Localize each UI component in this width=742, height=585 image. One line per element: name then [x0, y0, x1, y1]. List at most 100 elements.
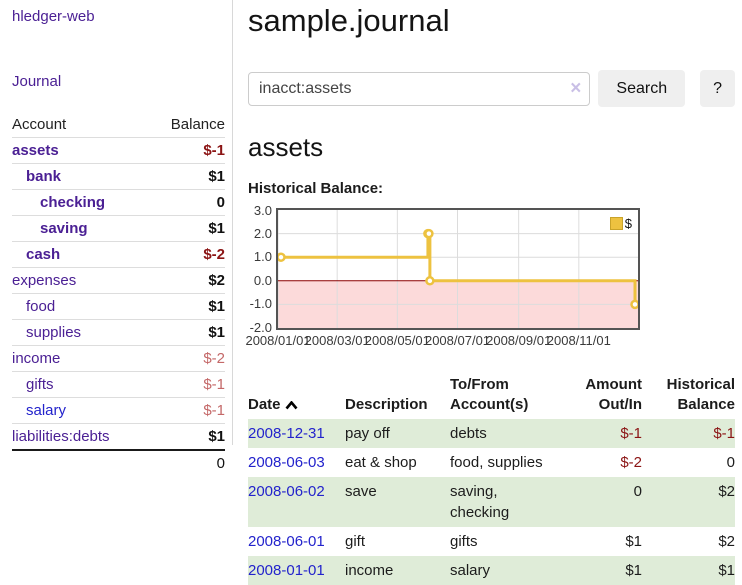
account-balance: $2: [208, 272, 225, 289]
column-header-date[interactable]: Date: [248, 371, 345, 419]
account-balance: $1: [208, 298, 225, 315]
account-link-salary[interactable]: salary: [26, 402, 67, 419]
search-input[interactable]: [248, 71, 591, 106]
transaction-balance: $2: [642, 477, 735, 527]
account-row-liabilities-debts: liabilities:debts $1: [12, 423, 225, 449]
register-row[interactable]: 2008-06-02 save saving, checking 0 $2: [248, 477, 735, 527]
chart-title: Historical Balance:: [248, 180, 384, 197]
account-link-income[interactable]: income: [12, 350, 61, 367]
search-box: ×: [248, 71, 591, 106]
x-axis-tick: 2008/01/01: [245, 333, 311, 348]
account-link-assets[interactable]: assets: [12, 142, 59, 159]
column-header-description: Description: [345, 396, 428, 413]
account-balance: $-1: [203, 142, 225, 159]
account-link-gifts[interactable]: gifts: [26, 376, 54, 393]
y-axis-tick: 2.0: [253, 226, 272, 241]
register-row[interactable]: 2008-06-03 eat & shop food, supplies $-2…: [248, 448, 735, 477]
transaction-date-link[interactable]: 2008-06-01: [248, 533, 325, 550]
transaction-description: eat & shop: [345, 454, 417, 471]
transaction-balance: $-1: [642, 419, 735, 448]
accounts-total-value: 0: [216, 455, 225, 472]
y-axis-tick: 0.0: [253, 273, 272, 288]
transaction-description: pay off: [345, 419, 450, 448]
account-balance: $-1: [203, 376, 225, 393]
transaction-balance: $2: [718, 533, 735, 550]
transaction-amount: $-1: [580, 419, 642, 448]
account-link-bank[interactable]: bank: [26, 168, 62, 185]
transaction-amount: $1: [580, 556, 642, 585]
accounts-table: Account Balance assets $-1 bank $1 check…: [12, 112, 225, 476]
column-header-balance: Historical Balance: [666, 376, 735, 413]
account-row-income: income $-2: [12, 345, 225, 371]
column-header-amount: Amount Out/In: [585, 376, 642, 413]
transaction-accounts: salary: [450, 556, 580, 585]
account-balance: $1: [208, 220, 225, 237]
main-content: sample.journal × Search ? assets Histori…: [233, 0, 742, 585]
transaction-description: income: [345, 556, 450, 585]
transaction-description: save: [345, 477, 450, 527]
account-heading: assets: [248, 132, 324, 162]
account-row-food: food $1: [12, 293, 225, 319]
transaction-accounts: saving, checking: [450, 477, 580, 527]
account-balance: $1: [208, 324, 225, 341]
account-row-salary: salary $-1: [12, 397, 225, 423]
register-table: Date Description To/From Account(s) Amou…: [248, 371, 735, 585]
account-balance: $-1: [203, 402, 225, 419]
transaction-accounts: gifts: [450, 533, 478, 550]
account-column-header: Account: [12, 116, 67, 133]
account-balance: $-2: [203, 246, 225, 263]
y-axis-tick: -2.0: [249, 320, 272, 335]
account-balance: 0: [216, 194, 225, 211]
account-link-expenses[interactable]: expenses: [12, 272, 77, 289]
account-link-checking[interactable]: checking: [40, 194, 106, 211]
x-axis-tick: 2008/03/01: [304, 333, 370, 348]
legend-swatch-icon: [609, 217, 623, 230]
transaction-balance: $1: [642, 556, 735, 585]
transaction-date-link[interactable]: 2008-12-31: [248, 425, 325, 442]
chart-plot-area[interactable]: $: [276, 208, 640, 330]
search-form: × Search ?: [248, 70, 735, 107]
account-link-food[interactable]: food: [26, 298, 56, 315]
x-axis-tick: 2008/05/01: [364, 333, 430, 348]
account-row-cash: cash $-2: [12, 241, 225, 267]
account-balance: $1: [208, 168, 225, 185]
account-link-saving[interactable]: saving: [40, 220, 88, 237]
historical-balance-chart: 3.0 2.0 1.0 0.0 -1.0 -2.0 $ 2008/01/01 2…: [245, 204, 735, 353]
transaction-amount: $-2: [620, 454, 642, 471]
chart-canvas: [278, 210, 638, 328]
transaction-date-link[interactable]: 2008-06-02: [248, 483, 325, 500]
transaction-description: gift: [345, 533, 366, 550]
register-row[interactable]: 2008-01-01 income salary $1 $1: [248, 556, 735, 585]
account-row-checking: checking 0: [12, 189, 225, 215]
account-row-gifts: gifts $-1: [12, 371, 225, 397]
transaction-amount: 0: [580, 477, 642, 527]
column-header-accounts: To/From Account(s): [450, 376, 529, 413]
transaction-date-link[interactable]: 2008-06-03: [248, 454, 325, 471]
transaction-date-link[interactable]: 2008-01-01: [248, 562, 325, 579]
account-link-cash[interactable]: cash: [26, 246, 61, 263]
account-balance: $-2: [203, 350, 225, 367]
register-header-row: Date Description To/From Account(s) Amou…: [248, 371, 735, 419]
sort-ascending-icon: [285, 397, 298, 414]
y-axis-tick: 3.0: [253, 203, 272, 218]
register-row[interactable]: 2008-12-31 pay off debts $-1 $-1: [248, 419, 735, 448]
help-button[interactable]: ?: [700, 70, 735, 107]
clear-search-icon[interactable]: ×: [570, 77, 582, 99]
brand-link[interactable]: hledger-web: [12, 8, 95, 25]
accounts-table-header: Account Balance: [12, 112, 225, 137]
account-link-supplies[interactable]: supplies: [26, 324, 82, 341]
transaction-balance: 0: [726, 454, 735, 471]
register-row[interactable]: 2008-06-01 gift gifts $1 $2: [248, 527, 735, 556]
transaction-accounts: debts: [450, 419, 580, 448]
y-axis-tick: -1.0: [249, 296, 272, 311]
sidebar: hledger-web Journal Account Balance asse…: [0, 0, 233, 472]
x-axis-tick: 2008/07/01: [424, 333, 491, 348]
account-row-supplies: supplies $1: [12, 319, 225, 345]
account-row-assets: assets $-1: [12, 137, 225, 163]
sidebar-item-journal[interactable]: Journal: [12, 73, 62, 90]
x-axis-labels: 2008/01/01 2008/03/01 2008/05/01 2008/07…: [245, 333, 638, 349]
x-axis-tick: 2008/11/01: [546, 333, 611, 348]
account-link-liabilities-debts[interactable]: liabilities:debts: [12, 428, 110, 445]
page-title: sample.journal: [248, 3, 450, 38]
search-button[interactable]: Search: [598, 70, 686, 107]
